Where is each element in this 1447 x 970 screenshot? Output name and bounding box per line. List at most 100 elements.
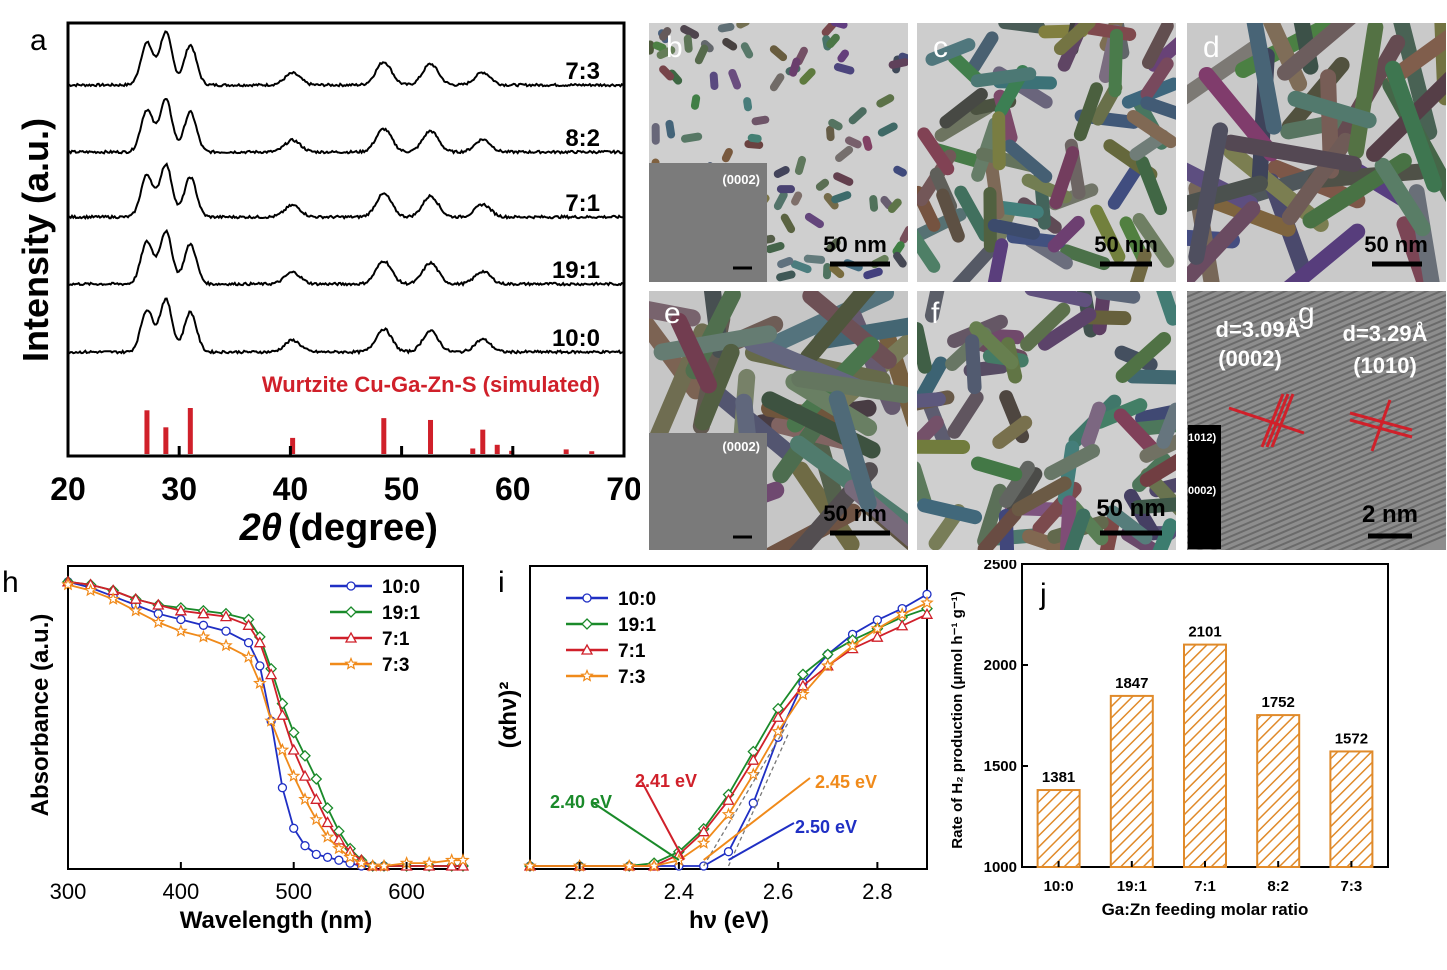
point-marker: [151, 615, 166, 629]
nanorod: [694, 343, 740, 431]
nanorod: [888, 58, 908, 69]
x-tick-label: 600: [388, 879, 425, 904]
point-marker: [345, 606, 357, 618]
nanorod: [970, 456, 1023, 482]
tem-image-f: [917, 291, 1176, 550]
xrd-reference-bar: [144, 410, 150, 454]
tem-d-rods: [1187, 23, 1446, 282]
lattice-fringe: [1252, 468, 1446, 550]
lattice-fringe: [1187, 366, 1446, 478]
nanorod: [1053, 23, 1096, 56]
lattice-fringe: [1187, 291, 1360, 364]
nanorod: [776, 270, 796, 282]
series-line-19-1: [67, 580, 463, 867]
abs-plot: 300 400 500 600: [50, 575, 470, 904]
nanorod: [917, 224, 941, 273]
lattice-fringe: [1210, 450, 1446, 550]
nanorod: [1141, 23, 1174, 70]
lattice-fringe: [1187, 291, 1345, 358]
nanorod: [813, 311, 908, 350]
point-marker: [321, 816, 334, 828]
x-tick-label: 10:0: [1044, 878, 1074, 895]
point-marker: [310, 773, 323, 785]
point-marker: [580, 643, 594, 655]
point-marker: [456, 853, 470, 866]
xrd-reference-bar: [563, 449, 569, 454]
xrd-tick-label: 70: [606, 471, 640, 507]
nanorod: [736, 23, 750, 29]
point-marker: [197, 607, 210, 619]
nanorod: [925, 38, 976, 66]
xrd-traces: 7:3 8:2 7:1 19:1 10:0: [67, 30, 624, 356]
lattice-fringe: [1187, 384, 1446, 496]
nanorod: [743, 97, 753, 112]
x-tick-label: 2.4: [664, 879, 695, 904]
nanorod: [826, 33, 840, 49]
nanorod: [709, 71, 719, 90]
nanorod: [804, 212, 824, 229]
xrd-trace-10-0: [67, 297, 624, 356]
nanorod: [869, 195, 879, 212]
nanorod: [967, 31, 999, 74]
point-marker: [219, 610, 233, 622]
point-marker: [354, 855, 369, 869]
point-marker: [845, 638, 860, 652]
nanorod: [822, 263, 832, 280]
xrd-tick-label: 20: [50, 471, 86, 507]
tem-image-b: [649, 23, 908, 282]
nanorod: [947, 244, 996, 282]
series-line-19-1: [530, 607, 928, 867]
lattice-fringe: [1238, 462, 1446, 550]
nanorod: [887, 198, 902, 213]
nanorod: [970, 67, 1037, 88]
nanorod: [1073, 82, 1103, 142]
abs-legend: 10:0 19:1 7:1 7:3: [330, 577, 420, 676]
point-marker: [344, 656, 358, 670]
x-tick-label: 8:2: [1267, 878, 1289, 895]
nanorod: [969, 321, 1019, 370]
nanorod: [680, 25, 700, 39]
bar-8-2: [1256, 714, 1301, 868]
nanorod: [987, 218, 1040, 240]
nanorod: [863, 267, 883, 280]
bar-value-label: 1572: [1335, 730, 1368, 747]
nanorod: [821, 23, 839, 37]
nanorod: [1003, 139, 1053, 184]
nanorod: [659, 27, 672, 41]
nanorod: [721, 147, 733, 163]
nanorod: [791, 370, 908, 404]
bar-7-3: [1329, 750, 1374, 868]
legend-label: 19:1: [618, 615, 656, 636]
point-marker: [289, 823, 299, 833]
point-marker: [255, 661, 265, 671]
lattice-fringe: [1187, 291, 1261, 322]
point-marker: [523, 858, 537, 872]
lattice-fringe: [1187, 291, 1416, 388]
point-marker: [580, 668, 594, 682]
lattice-fringe: [1187, 291, 1444, 400]
legend-label: 19:1: [382, 603, 420, 624]
nanorod: [683, 34, 693, 53]
point-marker: [287, 726, 300, 739]
nanorod: [751, 115, 770, 126]
point-marker: [61, 577, 75, 591]
point-marker: [721, 807, 736, 821]
h2-panel: j 1000 1500 2000 2500 1381 10:0 1847 19:1 2101 7:…: [949, 560, 1389, 919]
point-marker: [445, 859, 458, 871]
point-marker: [322, 852, 333, 862]
abs-ylabel: Absorbance (a.u.): [27, 614, 54, 817]
tauc-xlabel: hν (eV): [689, 907, 769, 934]
y-tick-label: 2500: [984, 560, 1017, 573]
nanorod: [848, 107, 867, 125]
nanorod: [845, 136, 862, 149]
lattice-fringe: [1295, 486, 1446, 550]
x-tick-label: 7:1: [1194, 878, 1216, 895]
point-marker: [344, 631, 358, 643]
legend-label: 7:3: [618, 667, 645, 688]
xrd-reference-bar: [428, 419, 434, 454]
nanorod: [651, 123, 660, 145]
point-marker: [310, 792, 323, 804]
nanorod: [1151, 291, 1176, 326]
point-marker: [772, 710, 785, 722]
y-tick-label: 2000: [984, 657, 1017, 674]
